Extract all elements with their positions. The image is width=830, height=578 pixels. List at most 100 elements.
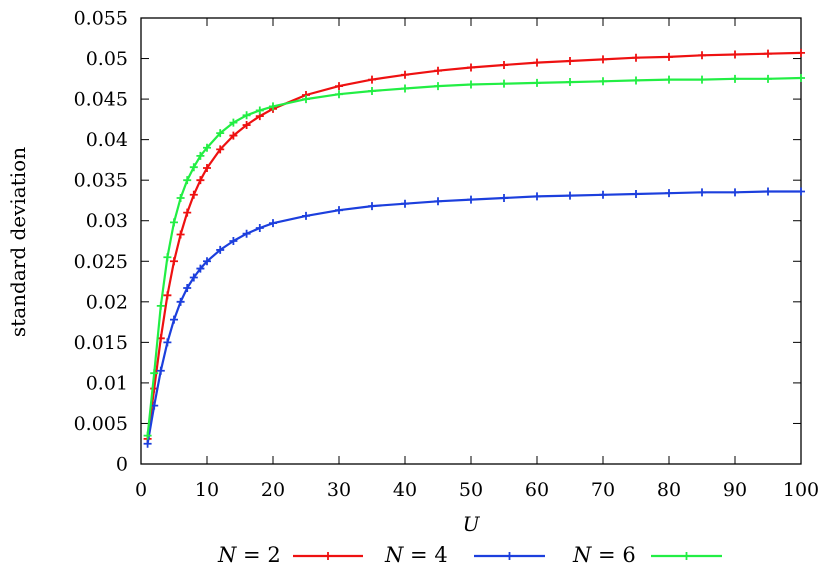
data-point <box>170 315 178 324</box>
data-point <box>143 439 152 448</box>
data-point <box>196 151 205 160</box>
x-tick-label: 60 <box>525 479 549 501</box>
data-point <box>698 75 706 84</box>
data-point <box>632 76 640 85</box>
data-point <box>183 284 192 293</box>
y-tick-label: 0.02 <box>86 291 128 313</box>
x-tick-label: 100 <box>783 479 819 501</box>
series-n-6 <box>143 74 805 440</box>
data-point <box>170 257 178 266</box>
data-point <box>189 163 198 172</box>
legend-label-value: 2 <box>267 543 280 567</box>
data-point <box>401 199 409 208</box>
series-line <box>146 51 802 440</box>
data-point <box>731 50 739 59</box>
y-tick-label: 0.005 <box>74 413 128 435</box>
data-point <box>203 164 211 173</box>
data-point <box>368 75 376 84</box>
legend-item-n-2: N = 2 <box>217 543 363 567</box>
y-tick-label: 0.04 <box>86 129 128 151</box>
y-tick-label: 0.05 <box>86 48 128 70</box>
data-point <box>434 82 442 91</box>
data-point <box>176 230 185 239</box>
data-point <box>533 192 541 201</box>
data-point <box>632 189 640 198</box>
data-point <box>698 188 706 197</box>
legend-label-value: 6 <box>622 543 635 567</box>
legend-label-value: 4 <box>434 543 447 567</box>
data-point <box>599 77 607 86</box>
data-point <box>269 219 277 228</box>
x-tick-label: 20 <box>261 479 285 501</box>
x-tick-label: 80 <box>657 479 681 501</box>
data-point <box>255 106 264 115</box>
data-point <box>797 74 805 83</box>
data-point <box>183 208 192 217</box>
data-point <box>434 197 442 206</box>
y-tick-label: 0.03 <box>86 210 128 232</box>
data-point <box>170 218 178 227</box>
data-point <box>196 264 205 273</box>
data-point <box>500 194 508 203</box>
data-point <box>163 291 172 300</box>
legend-label-equals: = <box>591 543 622 567</box>
legend-marker <box>324 552 332 560</box>
x-axis-title: U <box>463 512 481 536</box>
data-point <box>533 78 541 87</box>
data-point <box>156 366 165 375</box>
x-tick-label: 30 <box>327 479 351 501</box>
y-tick-label: 0 <box>116 454 128 476</box>
data-point <box>163 253 172 262</box>
y-tick-label: 0.035 <box>74 170 128 192</box>
data-point <box>242 111 251 120</box>
data-point <box>731 188 739 197</box>
y-tick-label: 0.025 <box>74 251 128 273</box>
x-tick-label: 70 <box>591 479 615 501</box>
data-point <box>269 102 277 111</box>
y-axis: 0 0.005 0.01 0.015 0.02 0.025 0.03 0.035 0.04 0.0… <box>74 8 801 476</box>
data-point <box>632 53 640 62</box>
y-tick-label: 0.045 <box>74 89 128 111</box>
legend-item-n-4: N = 4 <box>384 543 545 567</box>
series-n-2 <box>143 48 805 443</box>
data-point <box>183 176 192 185</box>
data-point <box>434 66 442 75</box>
x-tick-label: 90 <box>723 479 747 501</box>
y-tick-label: 0.015 <box>74 332 128 354</box>
data-point <box>566 78 574 87</box>
data-point <box>196 176 205 185</box>
legend-marker <box>505 552 514 560</box>
data-point <box>467 63 475 72</box>
x-axis: 0 10 20 30 40 50 60 70 80 90 100 <box>135 18 819 501</box>
legend-label: N = 2 <box>217 543 281 567</box>
data-point <box>335 206 343 215</box>
data-point <box>216 245 225 254</box>
data-point <box>216 129 225 138</box>
series-line <box>146 190 801 444</box>
data-point <box>665 52 673 61</box>
data-point <box>150 369 159 378</box>
y-tick-label: 0.055 <box>74 8 128 30</box>
data-point <box>176 297 185 306</box>
data-point <box>229 131 238 140</box>
data-point <box>143 431 152 440</box>
data-point <box>698 51 706 60</box>
data-point <box>216 145 225 154</box>
data-point <box>255 224 264 233</box>
data-point <box>302 95 310 104</box>
legend-label: N = 6 <box>572 543 636 567</box>
data-point <box>302 211 310 220</box>
data-point <box>203 257 211 266</box>
data-point <box>566 191 574 200</box>
series-line <box>146 76 802 436</box>
legend-label-equals: = <box>236 543 267 567</box>
x-tick-label: 40 <box>393 479 417 501</box>
y-axis-title: standard deviation <box>6 147 30 337</box>
x-tick-label: 0 <box>135 479 147 501</box>
data-point <box>467 195 475 204</box>
data-point <box>229 237 238 245</box>
data-point <box>731 74 739 83</box>
data-point <box>764 74 772 83</box>
data-point <box>156 301 165 310</box>
